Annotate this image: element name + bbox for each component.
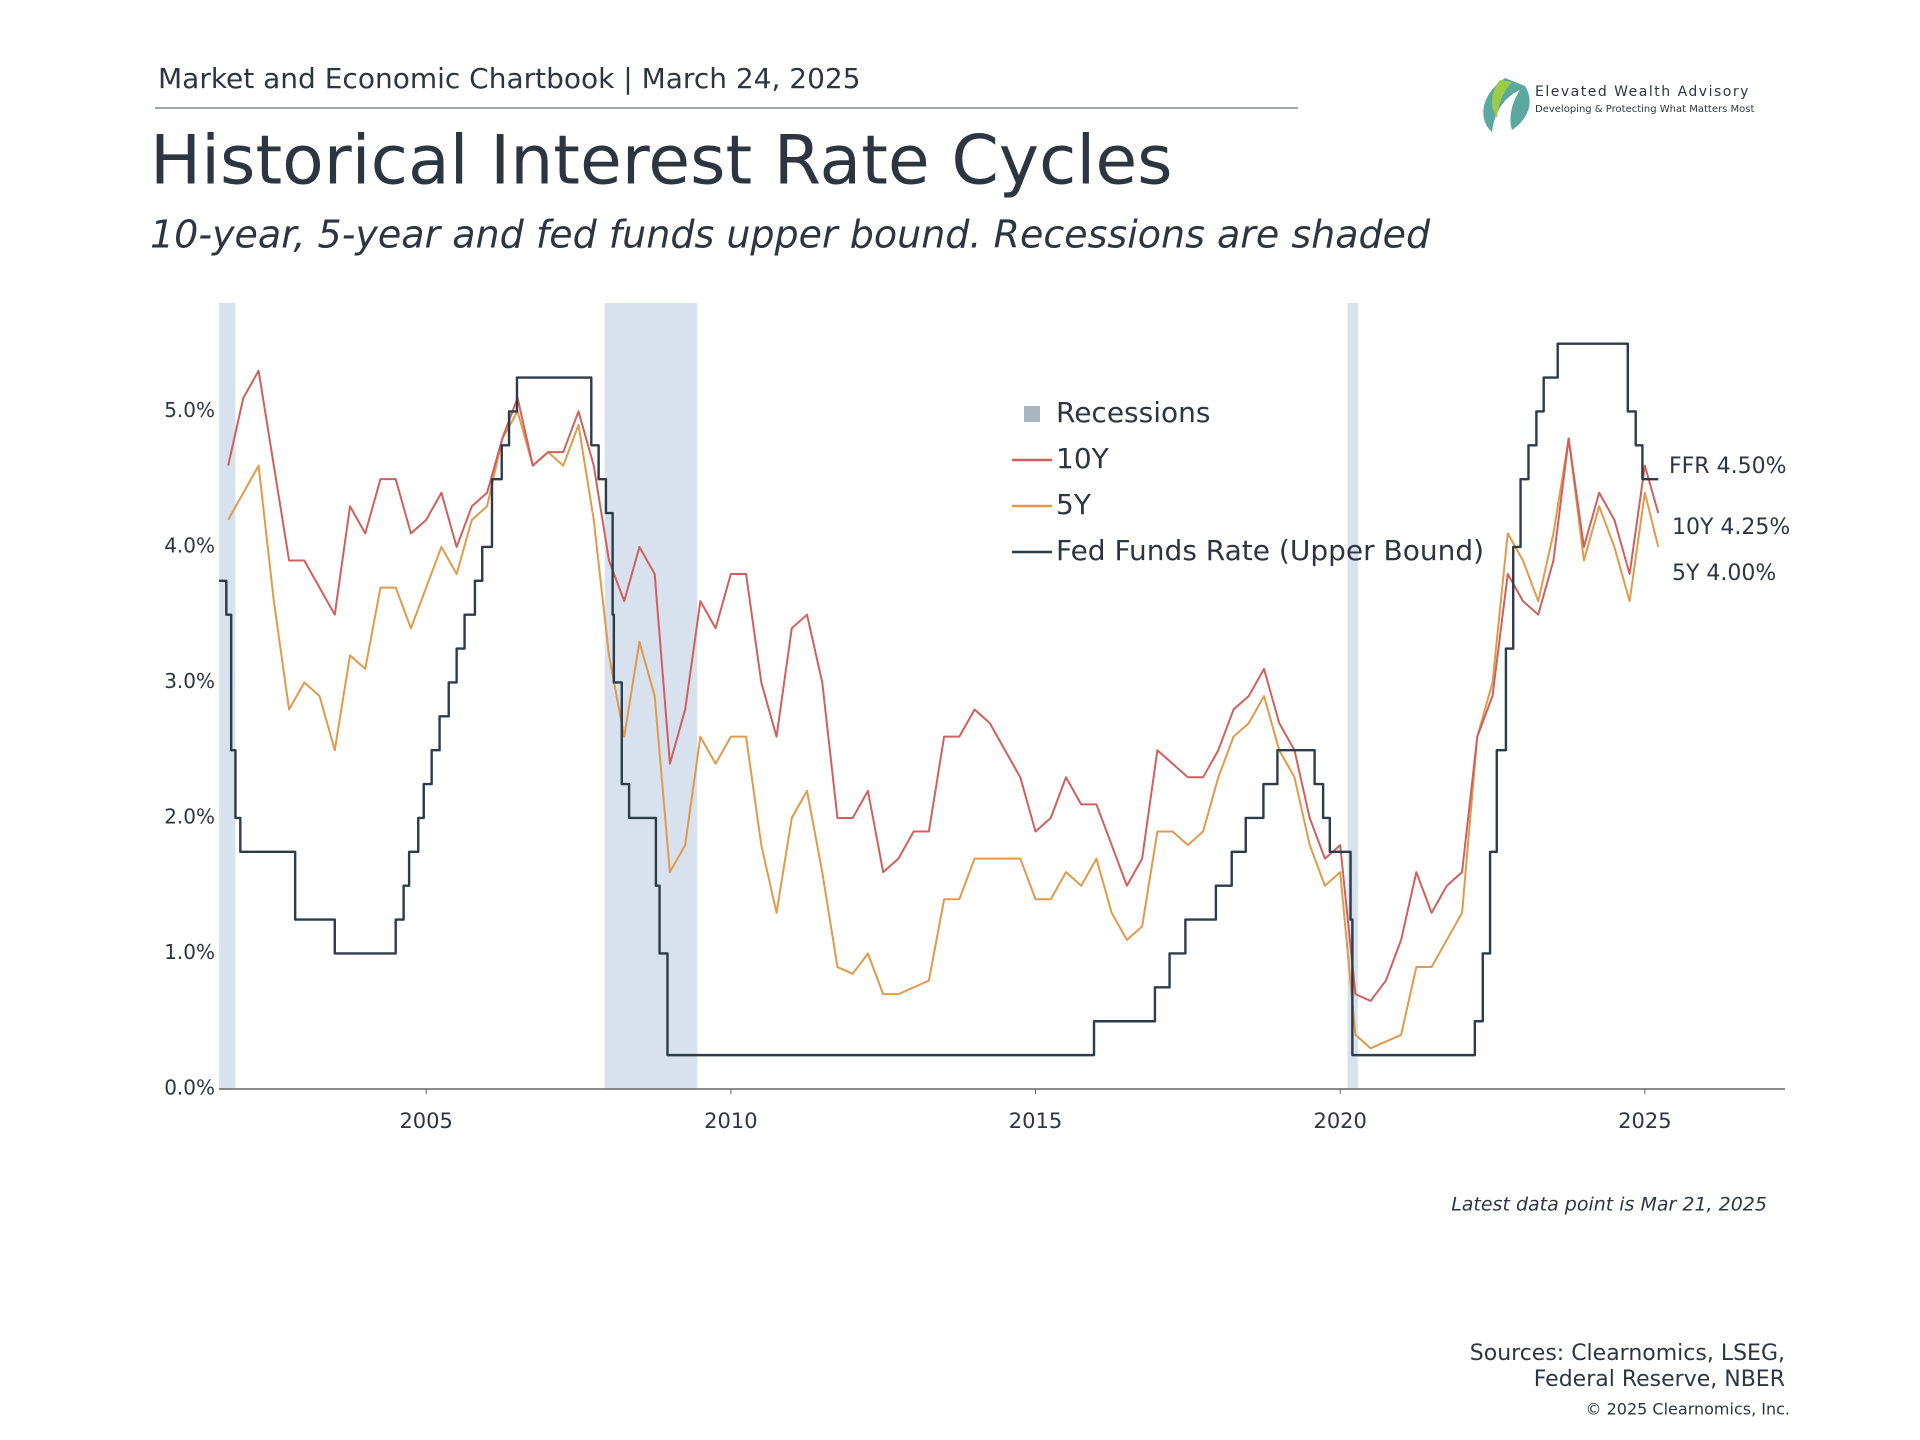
y-tick-label: 0.0%: [164, 1076, 215, 1100]
chart-subtitle: 10-year, 5-year and fed funds upper boun…: [150, 213, 1431, 257]
logo-mark-leaf: [1492, 80, 1512, 118]
x-tick-label: 2010: [704, 1109, 757, 1133]
y-tick-label: 2.0%: [164, 804, 215, 828]
x-tick-label: 2005: [399, 1109, 452, 1133]
legend-swatch: [1024, 406, 1040, 422]
y-tick-label: 5.0%: [164, 398, 215, 422]
copyright: © 2025 Clearnomics, Inc.: [1586, 1400, 1790, 1419]
sources: Federal Reserve, NBER: [1534, 1367, 1785, 1392]
x-tick-label: 2015: [1009, 1109, 1062, 1133]
legend-label: 5Y: [1056, 488, 1092, 521]
chartbook-header: Market and Economic Chartbook | March 24…: [158, 62, 861, 95]
recession-band: [604, 303, 698, 1089]
chart-title: Historical Interest Rate Cycles: [150, 122, 1173, 201]
end-label: FFR 4.50%: [1669, 454, 1786, 479]
series-line: [227, 410, 1660, 1050]
series-line: [227, 369, 1660, 1002]
x-tick-label: 2025: [1618, 1109, 1671, 1133]
y-tick-label: 3.0%: [164, 669, 215, 693]
logo-tagline: Developing & Protecting What Matters Mos…: [1535, 104, 1754, 115]
y-tick-label: 4.0%: [164, 533, 215, 557]
recession-band: [1347, 303, 1358, 1089]
series-line: [219, 342, 1659, 1057]
y-tick-label: 1.0%: [164, 940, 215, 964]
end-label: 10Y 4.25%: [1672, 515, 1790, 540]
sources: Sources: Clearnomics, LSEG,: [1470, 1341, 1785, 1366]
legend-label: Fed Funds Rate (Upper Bound): [1056, 534, 1484, 567]
logo-name: Elevated Wealth Advisory: [1535, 84, 1750, 100]
data-note: Latest data point is Mar 21, 2025: [1451, 1194, 1767, 1216]
end-label: 5Y 4.00%: [1672, 561, 1776, 586]
recession-band: [219, 303, 236, 1089]
legend-label: Recessions: [1056, 396, 1210, 429]
legend-label: 10Y: [1056, 442, 1110, 475]
logo: Elevated Wealth Advisory Developing & Pr…: [1483, 78, 1754, 132]
x-tick-label: 2020: [1313, 1109, 1366, 1133]
